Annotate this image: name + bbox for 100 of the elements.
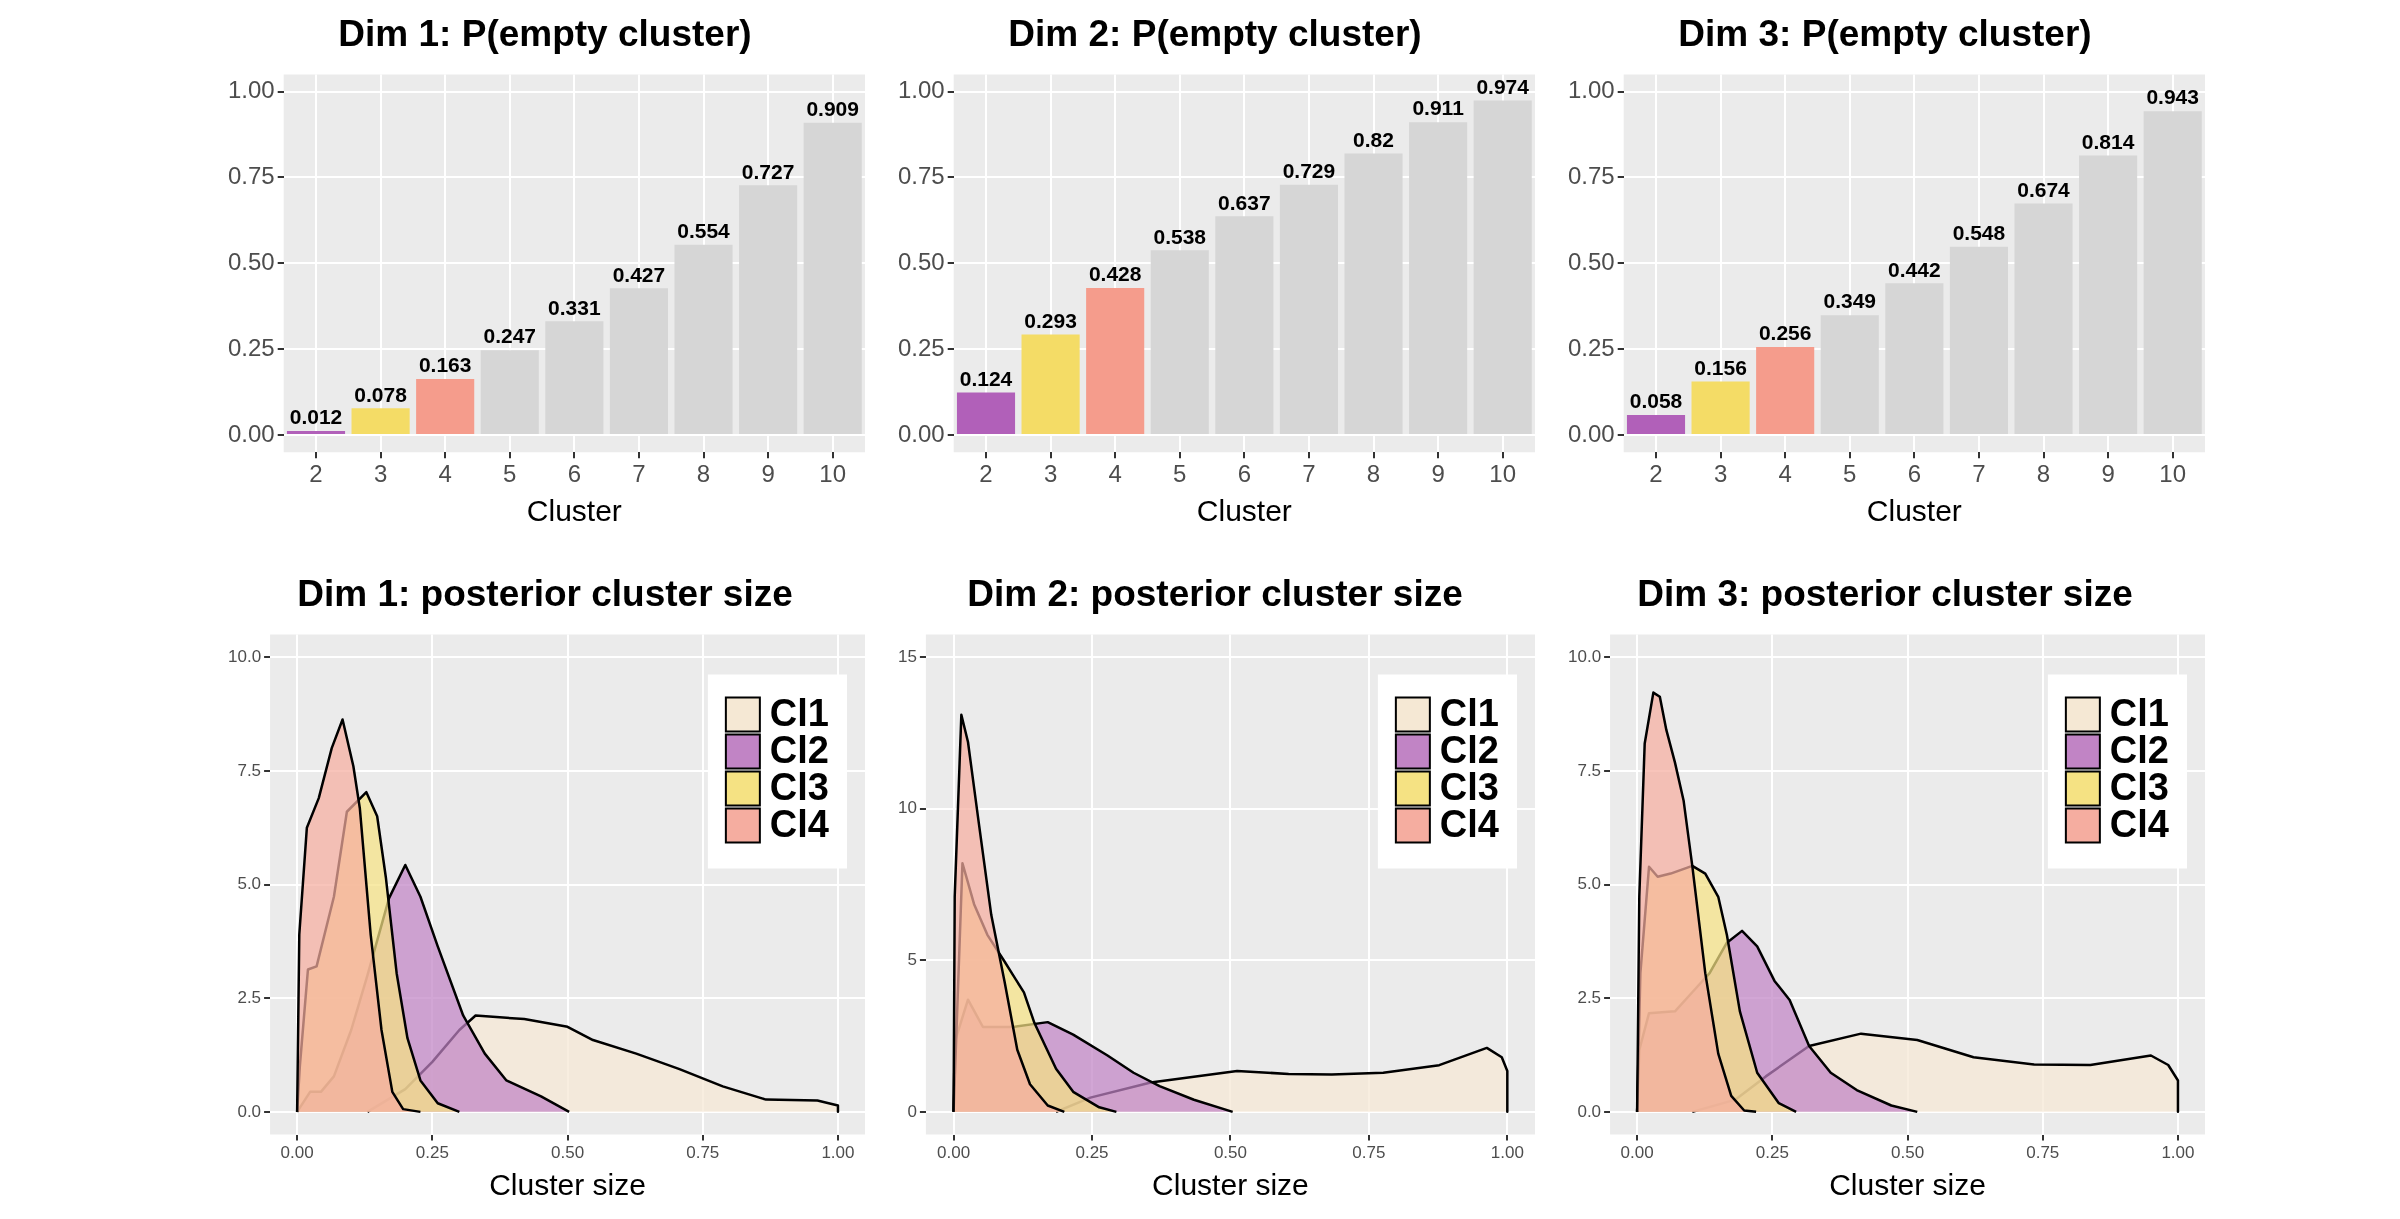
x-tick-label: 10 (819, 460, 847, 488)
x-tick-label: 4 (1778, 460, 1792, 488)
x-tick-label: 6 (1907, 460, 1922, 488)
y-tick-label: 5 (907, 949, 917, 969)
x-axis-title: Cluster (1866, 494, 1962, 528)
x-tick-label: 5 (503, 460, 517, 488)
y-tick-label: 0 (907, 1101, 917, 1121)
x-tick-label: 0.50 (551, 1143, 585, 1163)
x-tick-label: 4 (438, 460, 452, 488)
data-label: 0.442 (1888, 257, 1941, 281)
x-tick-label: 1.00 (1490, 1143, 1524, 1163)
y-tick-label: 7.5 (237, 760, 262, 780)
x-tick-label: 9 (761, 460, 775, 488)
x-tick-label: 7 (632, 460, 646, 488)
data-label: 0.058 (1629, 389, 1683, 413)
y-tick-label: 2.5 (237, 987, 262, 1007)
y-tick-label: 10.0 (1567, 646, 1602, 666)
y-tick-label: 0.0 (1577, 1101, 1602, 1121)
data-label: 0.256 (1758, 321, 1812, 345)
y-tick-label: 1.00 (227, 76, 275, 104)
x-axis-title: Cluster (526, 494, 622, 528)
x-axis-title: Cluster size (1152, 1168, 1309, 1202)
y-tick-label: 0.00 (897, 419, 945, 447)
data-label: 0.729 (1282, 158, 1336, 182)
x-axis-title: Cluster size (1829, 1168, 1986, 1202)
x-tick-label: 0.75 (2026, 1143, 2060, 1163)
data-label: 0.427 (612, 262, 666, 286)
y-tick-label: 1.00 (897, 76, 945, 104)
y-tick-label: 0.0 (237, 1101, 262, 1121)
y-tick-label: 0.75 (227, 162, 275, 190)
x-tick-label: 0.50 (1213, 1143, 1247, 1163)
chart-title: Dim 3: posterior cluster size (1637, 573, 2133, 615)
data-label: 0.012 (289, 405, 343, 429)
y-tick-label: 10.0 (227, 646, 262, 666)
data-label: 0.637 (1218, 190, 1271, 214)
data-label: 0.428 (1088, 262, 1142, 286)
y-tick-label: 0.25 (227, 333, 275, 361)
data-label: 0.247 (483, 324, 537, 348)
x-tick-label: 5 (1843, 460, 1857, 488)
x-tick-label: 10 (1489, 460, 1517, 488)
data-label: 0.124 (959, 366, 1013, 390)
x-axis-title: Cluster (1196, 494, 1292, 528)
y-tick-label: 5.0 (237, 874, 262, 894)
data-label: 0.349 (1823, 289, 1877, 313)
chart-title: Dim 2: P(empty cluster) (1008, 13, 1422, 55)
data-label: 0.814 (2081, 129, 2135, 153)
y-tick-label: 0.75 (897, 162, 945, 190)
data-label: 0.943 (2146, 85, 2199, 109)
data-label: 0.674 (2017, 177, 2071, 201)
x-tick-label: 8 (2036, 460, 2051, 488)
data-label: 0.974 (1476, 74, 1530, 98)
x-tick-label: 3 (1713, 460, 1728, 488)
y-tick-label: 0.75 (1567, 162, 1615, 190)
x-tick-label: 0.00 (937, 1143, 971, 1163)
x-tick-label: 0.00 (280, 1143, 314, 1163)
x-tick-label: 0.75 (1352, 1143, 1386, 1163)
data-label: 0.727 (741, 159, 795, 183)
x-tick-label: 6 (567, 460, 582, 488)
x-tick-label: 3 (1043, 460, 1058, 488)
x-tick-label: 7 (1972, 460, 1986, 488)
x-tick-label: 5 (1173, 460, 1187, 488)
y-tick-label: 0.50 (897, 247, 945, 275)
data-label: 0.331 (548, 295, 601, 319)
x-tick-label: 2 (979, 460, 993, 488)
x-tick-label: 8 (1366, 460, 1381, 488)
data-label: 0.548 (1952, 221, 2006, 245)
data-label: 0.293 (1024, 308, 1077, 332)
data-label: 0.82 (1353, 127, 1394, 151)
chart-title: Dim 2: posterior cluster size (967, 573, 1463, 615)
x-tick-label: 9 (1431, 460, 1445, 488)
y-tick-label: 10 (897, 798, 917, 818)
x-tick-label: 3 (373, 460, 388, 488)
data-label: 0.163 (418, 353, 472, 377)
data-label: 0.538 (1153, 224, 1207, 248)
x-tick-label: 0.75 (686, 1143, 720, 1163)
chart-title: Dim 3: P(empty cluster) (1678, 13, 2092, 55)
data-label: 0.554 (677, 219, 731, 243)
x-tick-label: 4 (1108, 460, 1122, 488)
x-tick-label: 0.00 (1620, 1143, 1654, 1163)
y-tick-label: 0.00 (1567, 419, 1615, 447)
x-tick-label: 2 (309, 460, 323, 488)
y-tick-label: 0.25 (897, 333, 945, 361)
chart-title: Dim 1: P(empty cluster) (338, 13, 752, 55)
data-label: 0.156 (1694, 355, 1747, 379)
x-tick-label: 0.25 (1755, 1143, 1789, 1163)
x-axis-title: Cluster size (489, 1168, 646, 1202)
data-label: 0.909 (806, 97, 859, 121)
x-tick-label: 10 (2159, 460, 2187, 488)
data-label: 0.911 (1412, 96, 1465, 120)
x-tick-label: 1.00 (2161, 1143, 2195, 1163)
y-tick-label: 1.00 (1567, 76, 1615, 104)
chart-title: Dim 1: posterior cluster size (297, 573, 793, 615)
y-tick-label: 5.0 (1577, 874, 1602, 894)
x-tick-label: 0.25 (1075, 1143, 1109, 1163)
x-tick-label: 7 (1302, 460, 1316, 488)
y-tick-label: 15 (897, 646, 917, 666)
y-tick-label: 0.00 (227, 419, 275, 447)
x-tick-label: 0.25 (415, 1143, 449, 1163)
y-tick-label: 2.5 (1577, 987, 1602, 1007)
y-tick-label: 0.50 (227, 247, 275, 275)
